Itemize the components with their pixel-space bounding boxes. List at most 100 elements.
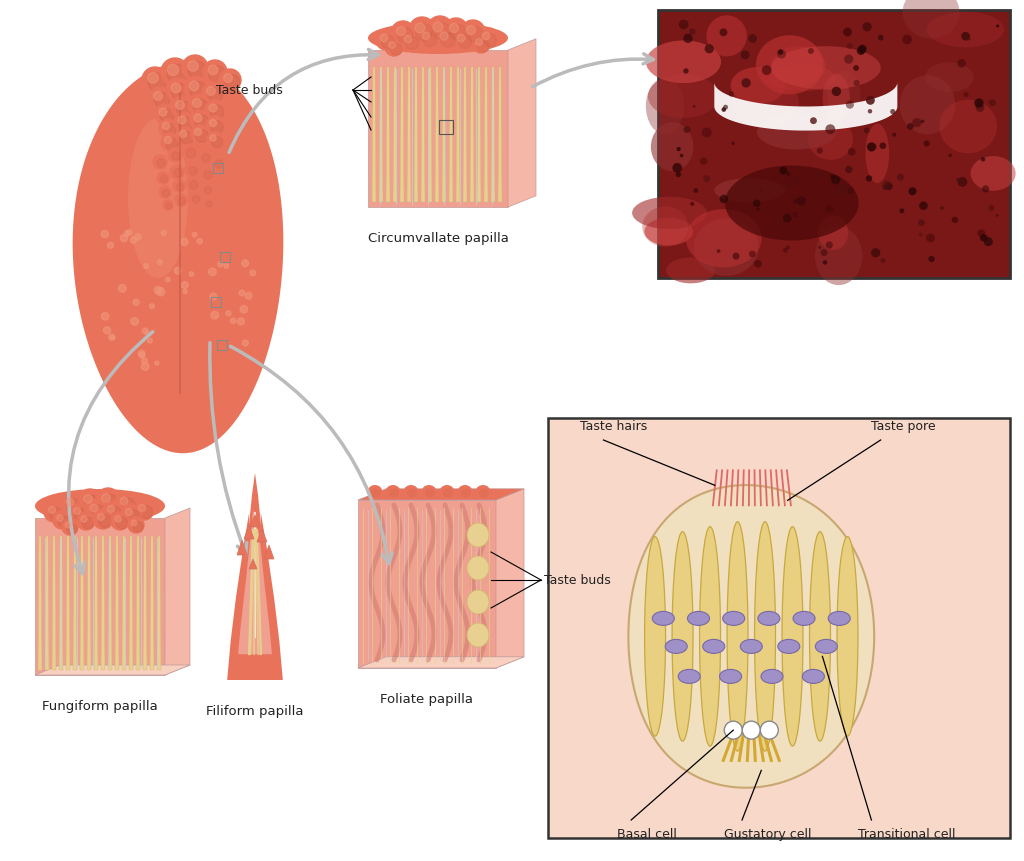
Circle shape [857,46,865,55]
Ellipse shape [407,488,417,498]
Circle shape [97,513,104,521]
Circle shape [926,233,935,242]
Circle shape [844,54,853,64]
Circle shape [189,82,207,98]
Circle shape [167,65,186,84]
Circle shape [224,263,228,269]
Text: Gustatory cell: Gustatory cell [724,828,811,841]
Polygon shape [414,67,418,202]
Circle shape [189,81,199,90]
Circle shape [951,217,958,223]
Circle shape [862,22,871,31]
Ellipse shape [368,485,383,499]
Ellipse shape [439,485,455,499]
Circle shape [845,166,853,173]
Circle shape [907,123,913,130]
Circle shape [67,499,74,506]
Ellipse shape [648,75,719,118]
Circle shape [388,41,395,48]
Circle shape [385,38,403,56]
Circle shape [467,26,482,42]
Circle shape [409,17,435,43]
Circle shape [815,173,819,177]
Circle shape [475,39,482,46]
Circle shape [62,519,78,535]
Circle shape [203,198,213,208]
Text: Circumvallate papilla: Circumvallate papilla [368,232,509,245]
Circle shape [793,177,800,183]
Circle shape [93,509,113,529]
Ellipse shape [778,640,800,653]
Circle shape [211,121,223,133]
Circle shape [82,517,94,529]
Polygon shape [496,489,524,668]
Circle shape [184,76,208,100]
Ellipse shape [771,46,881,90]
Circle shape [154,91,163,101]
Circle shape [139,352,144,358]
Ellipse shape [385,485,400,499]
Circle shape [785,245,791,250]
Circle shape [98,515,112,528]
Bar [548,418,1010,838]
Circle shape [101,494,111,502]
Circle shape [111,512,129,530]
Ellipse shape [403,485,419,499]
Circle shape [831,176,841,184]
Circle shape [760,722,778,739]
Text: Taste pore: Taste pore [871,420,936,433]
Circle shape [762,65,772,75]
Circle shape [683,68,689,74]
Ellipse shape [644,218,693,245]
Circle shape [189,181,199,189]
Circle shape [797,196,806,206]
Circle shape [183,289,187,294]
Circle shape [461,20,485,44]
Circle shape [376,30,396,50]
Circle shape [141,362,148,370]
Polygon shape [470,67,474,202]
Circle shape [116,517,128,529]
Circle shape [194,99,209,115]
Circle shape [793,212,798,217]
Polygon shape [264,545,274,559]
Circle shape [102,494,118,510]
Circle shape [159,119,177,137]
Ellipse shape [368,22,508,54]
Circle shape [919,220,925,226]
Circle shape [242,260,249,267]
Circle shape [690,201,694,206]
Circle shape [238,318,245,325]
Circle shape [881,258,886,263]
Circle shape [91,505,105,519]
Circle shape [75,509,87,522]
Circle shape [433,22,443,32]
Circle shape [209,65,225,83]
Polygon shape [73,63,284,453]
Circle shape [84,495,92,503]
Circle shape [397,28,413,43]
Circle shape [150,304,155,308]
Text: Foliate papilla: Foliate papilla [381,693,473,706]
Circle shape [981,157,985,162]
Circle shape [188,167,198,175]
Circle shape [155,104,175,124]
Ellipse shape [644,536,666,736]
Ellipse shape [422,485,436,499]
Polygon shape [421,67,425,202]
Circle shape [453,30,473,50]
Ellipse shape [461,488,471,498]
Polygon shape [400,67,404,202]
Circle shape [67,499,81,513]
Circle shape [843,28,852,36]
Circle shape [164,124,176,136]
Polygon shape [129,536,133,670]
Circle shape [204,170,212,179]
Polygon shape [508,39,536,207]
Circle shape [728,91,734,96]
Circle shape [924,140,930,146]
Ellipse shape [651,122,693,171]
Circle shape [404,35,412,43]
Ellipse shape [902,0,959,39]
Circle shape [416,23,432,40]
